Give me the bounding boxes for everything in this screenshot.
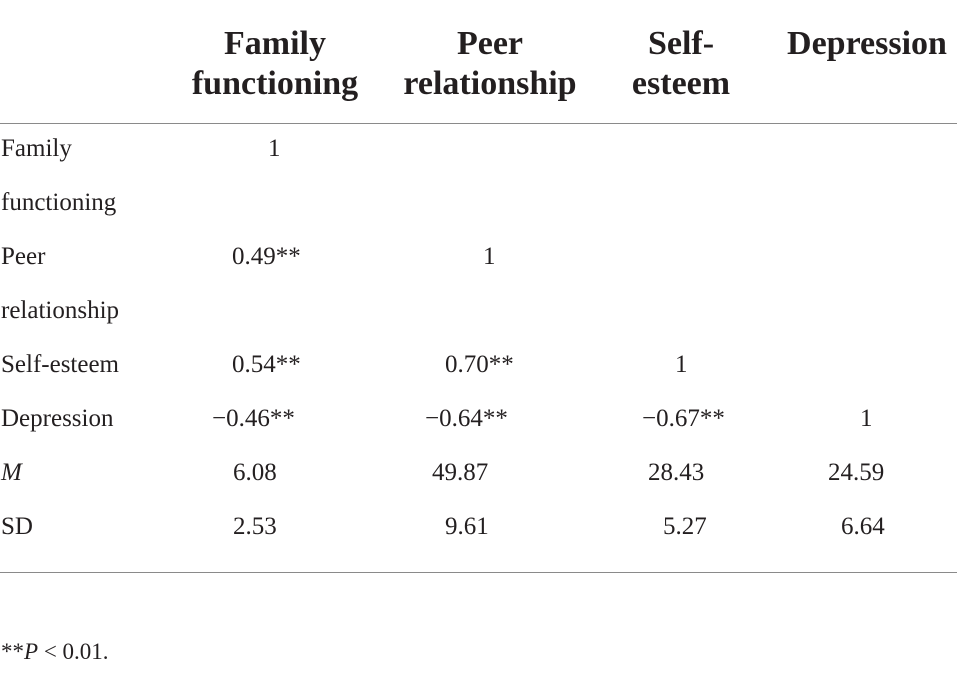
column-header-depression: Depression xyxy=(778,24,956,64)
table-cell: 0.54** xyxy=(232,351,301,378)
column-header-family-functioning: Family functioning xyxy=(180,24,370,104)
column-header-line: relationship xyxy=(403,65,577,102)
table-cell: 9.61 xyxy=(445,513,489,540)
table-cell: 1 xyxy=(268,135,281,162)
table-cell: 5.27 xyxy=(663,513,707,540)
column-header-self-esteem: Self- esteem xyxy=(622,24,740,104)
table-cell: 0.49** xyxy=(232,243,301,270)
row-label-peer-relationship-cont: relationship xyxy=(1,297,120,324)
column-header-line: functioning xyxy=(191,65,359,102)
column-header-line: Self- xyxy=(647,25,715,62)
row-label-peer-relationship: Peer xyxy=(1,243,46,270)
table-cell: 1 xyxy=(860,405,873,432)
row-label-self-esteem: Self-esteem xyxy=(1,351,120,378)
table-cell: 6.08 xyxy=(233,459,277,486)
column-header-line: Depression xyxy=(787,25,947,62)
table-cell: 0.70** xyxy=(445,351,514,378)
row-label-family-functioning-cont: functioning xyxy=(1,189,117,216)
table-footnote: **P < 0.01. xyxy=(1,638,109,666)
row-label-sd: SD xyxy=(1,513,33,540)
column-header-peer-relationship: Peer relationship xyxy=(392,24,588,104)
column-header-line: Family xyxy=(224,25,326,62)
row-label-family-functioning: Family xyxy=(1,135,72,162)
column-header-line: esteem xyxy=(631,65,731,102)
row-label-mean: M xyxy=(1,459,22,486)
table-cell: −0.67** xyxy=(642,405,725,432)
table-cell: 1 xyxy=(675,351,688,378)
row-label-depression: Depression xyxy=(1,405,114,432)
column-header-line: Peer xyxy=(456,25,524,62)
table-cell: 1 xyxy=(483,243,496,270)
table-bottom-rule xyxy=(0,572,957,573)
table-cell: 49.87 xyxy=(432,459,489,486)
table-top-rule xyxy=(0,123,957,124)
table-cell: 28.43 xyxy=(648,459,705,486)
table-cell: −0.46** xyxy=(212,405,295,432)
footnote-stars: ** xyxy=(1,639,24,664)
table-cell: −0.64** xyxy=(425,405,508,432)
table-cell: 24.59 xyxy=(828,459,885,486)
table-cell: 2.53 xyxy=(233,513,277,540)
footnote-p-symbol: P xyxy=(24,639,39,664)
table-cell: 6.64 xyxy=(841,513,885,540)
footnote-threshold: < 0.01. xyxy=(38,639,109,664)
